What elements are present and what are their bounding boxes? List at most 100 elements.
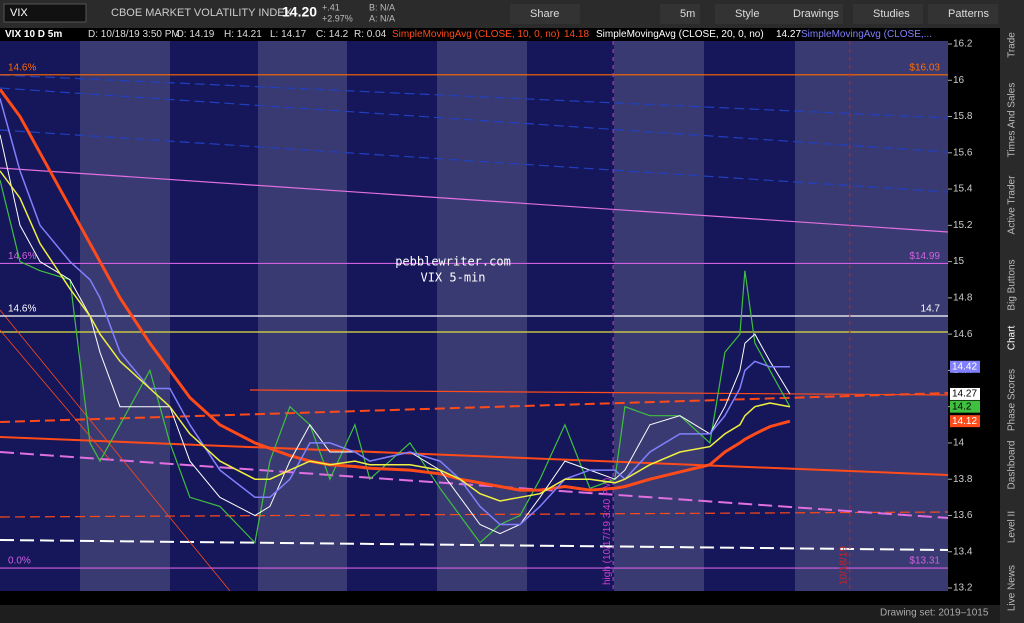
legend-entry: SimpleMovingAvg (CLOSE, 20, 0, no) xyxy=(596,29,764,40)
trend-line xyxy=(0,74,949,119)
trend-line xyxy=(0,129,949,193)
header-symbol_period: VIX 10 D 5m xyxy=(5,29,62,40)
toolbar-button[interactable] xyxy=(773,4,843,24)
ask: A: N/A xyxy=(369,13,395,23)
note-label: high (10/17/19 3:40 PM) xyxy=(602,478,613,585)
trend-line xyxy=(0,329,111,461)
level-left-label: 0.0% xyxy=(8,556,31,567)
sidebar-tab[interactable]: Level II xyxy=(1007,511,1018,543)
y-tick-label: 13.6 xyxy=(953,510,973,521)
bid: B: N/A xyxy=(369,2,395,12)
header-close: C: 14.2 xyxy=(316,29,349,40)
ma-line xyxy=(0,88,791,492)
header-bar xyxy=(0,28,1000,41)
annotation: VIX 5-min xyxy=(420,271,485,285)
trend-line xyxy=(249,389,949,396)
y-tick-label: 16 xyxy=(953,75,965,86)
y-tick-label: 14 xyxy=(953,438,965,449)
last-value-label: 14.2 xyxy=(952,401,972,412)
level-left-label: 14.6% xyxy=(8,304,36,315)
level-label: 14.7 xyxy=(921,304,941,315)
symbol: VIX xyxy=(10,7,28,19)
y-tick-label: 13.4 xyxy=(953,546,973,557)
level-left-label: 14.6% xyxy=(8,251,36,262)
trend-line xyxy=(0,511,949,518)
trend-line xyxy=(0,309,231,592)
sidebar-tab[interactable]: Big Buttons xyxy=(1007,259,1018,310)
last-value-box xyxy=(950,415,980,428)
trend-line xyxy=(0,167,949,233)
y-tick-label: 14.8 xyxy=(953,293,973,304)
last-value-label: 14.27 xyxy=(952,389,977,400)
time-axis xyxy=(0,591,1000,605)
last-value-label: 14.12 xyxy=(952,416,977,427)
legend-value: 14.18 xyxy=(564,29,589,40)
status: Drawing set: 2019–1015 xyxy=(880,608,989,619)
toolbar-button-label: Drawings xyxy=(793,8,839,20)
annotation: pebblewriter.com xyxy=(395,255,511,269)
toolbar-button-label: Patterns xyxy=(948,8,989,20)
header-low: L: 14.17 xyxy=(270,29,307,40)
header-range: R: 0.04 xyxy=(354,29,387,40)
trend-line xyxy=(0,539,949,551)
change: +.41 xyxy=(322,2,340,12)
last-value-box xyxy=(950,387,980,400)
y-tick-label: 14.6 xyxy=(953,329,973,340)
y-tick-label: 15.2 xyxy=(953,220,973,231)
header-open: O: 14.19 xyxy=(176,29,215,40)
last-price: 14.20 xyxy=(282,4,317,20)
sidebar-tab[interactable]: Active Trader xyxy=(1007,175,1018,235)
change-pct: +2.97% xyxy=(322,13,353,23)
symbol-box[interactable] xyxy=(3,3,87,23)
header-date: D: 10/18/19 3:50 PM xyxy=(88,29,180,40)
price-axis xyxy=(948,41,1000,591)
level-label: $13.31 xyxy=(909,556,940,567)
sidebar xyxy=(1000,0,1024,623)
y-tick-label: 15.4 xyxy=(953,184,973,195)
sidebar-tab[interactable]: Live News xyxy=(1007,565,1018,611)
ma-line xyxy=(0,134,791,535)
y-tick-label: 15.8 xyxy=(953,111,973,122)
toolbar-button[interactable] xyxy=(928,4,998,24)
trend-line xyxy=(0,87,949,153)
toolbar-button-label: Studies xyxy=(873,8,910,20)
trend-line xyxy=(0,436,949,476)
toolbar-button[interactable] xyxy=(510,4,580,24)
level-label: $16.03 xyxy=(909,62,940,73)
header-high: H: 14.21 xyxy=(224,29,262,40)
level-left-label: 14.6% xyxy=(8,62,36,73)
description: CBOE MARKET VOLATILITY INDEX xyxy=(111,7,293,19)
note-label: 10/18/19 xyxy=(838,546,849,585)
y-tick-label: 15 xyxy=(953,256,965,267)
y-tick-label: 13.8 xyxy=(953,474,973,485)
legend-value: 14.27 xyxy=(776,29,801,40)
trend-line xyxy=(0,451,949,519)
toolbar-button-label: Share xyxy=(530,8,559,20)
sidebar-tab[interactable]: Chart xyxy=(1007,326,1018,351)
toolbar-button[interactable] xyxy=(715,4,785,24)
ma-line xyxy=(0,98,790,526)
price-line xyxy=(0,179,791,544)
level-label: $14.99 xyxy=(909,251,940,262)
y-tick-label: 16.2 xyxy=(953,39,973,50)
last-value-label: 14.42 xyxy=(952,361,977,372)
trend-line xyxy=(0,392,949,423)
sidebar-tab[interactable]: Phase Scores xyxy=(1007,369,1018,431)
legend-entry: SimpleMovingAvg (CLOSE, 10, 0, no) xyxy=(392,29,560,40)
y-tick-label: 15.6 xyxy=(953,147,973,158)
sidebar-tab[interactable]: Dashboard xyxy=(1007,441,1018,490)
drawings xyxy=(0,74,949,592)
y-tick-label: 13.2 xyxy=(953,583,973,594)
toolbar-button-label: 5m xyxy=(680,8,695,20)
last-value-box xyxy=(950,400,980,413)
toolbar-button-label: Style xyxy=(735,8,759,20)
sidebar-tab[interactable]: Times And Sales xyxy=(1007,83,1018,158)
sidebar-tab[interactable]: Trade xyxy=(1007,32,1018,58)
toolbar-button[interactable] xyxy=(660,4,700,24)
toolbar-button[interactable] xyxy=(853,4,923,24)
legend-entry: SimpleMovingAvg (CLOSE,... xyxy=(801,29,932,40)
last-value-box xyxy=(950,360,980,373)
status-bar xyxy=(0,605,1000,623)
ma-line xyxy=(0,170,791,502)
